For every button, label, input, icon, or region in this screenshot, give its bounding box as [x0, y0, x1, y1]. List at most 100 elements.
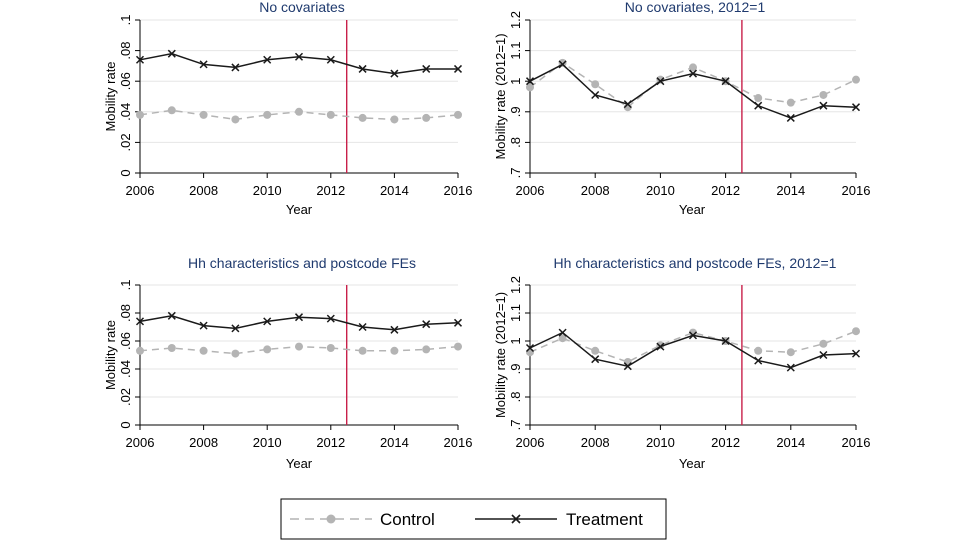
- data-point-treatment: [721, 336, 730, 346]
- x-tick-label: 2014: [380, 183, 409, 198]
- data-point-treatment: [326, 55, 335, 64]
- y-tick-label: .7: [508, 168, 523, 179]
- data-point-treatment: [358, 322, 367, 332]
- chart-panel-2: No covariates, 2012=1 .7 .8 .9 1 1.1 1.2 2006 20…: [493, 0, 870, 217]
- y-axis-label: Mobility rate: [103, 61, 118, 131]
- x-tick-label: 2008: [581, 435, 610, 450]
- data-point-treatment: [623, 100, 632, 109]
- x-tick-label: 2010: [646, 435, 675, 450]
- series-line-treatment: [529, 331, 857, 369]
- data-point-treatment: [819, 350, 828, 360]
- data-point-control: [754, 94, 763, 103]
- y-tick-label: .04: [118, 103, 133, 121]
- data-point-control: [689, 63, 697, 72]
- data-point-control: [591, 346, 600, 355]
- data-point-control: [454, 110, 462, 119]
- data-point-control: [263, 110, 272, 119]
- y-tick-label: 0: [118, 421, 133, 428]
- x-tick-label: 2010: [253, 183, 282, 198]
- data-point-control: [136, 110, 144, 119]
- x-tick-label: 2010: [646, 183, 675, 198]
- data-point-control: [231, 115, 240, 124]
- data-point-control: [422, 345, 431, 354]
- x-tick-label: 2016: [842, 435, 871, 450]
- data-point-treatment: [786, 363, 795, 372]
- data-point-treatment: [294, 52, 304, 61]
- y-tick-label: 1.2: [508, 276, 523, 294]
- x-tick-label: 2016: [444, 435, 473, 450]
- data-point-treatment: [263, 55, 272, 64]
- legend-control-label: Control: [380, 510, 435, 529]
- x-tick-label: 2006: [126, 183, 155, 198]
- data-point-treatment: [326, 314, 335, 323]
- x-tick-label: 2014: [776, 183, 805, 198]
- data-point-control: [295, 107, 303, 116]
- data-point-treatment: [558, 60, 567, 69]
- y-tick-label: 1.2: [508, 11, 523, 29]
- data-point-control: [591, 80, 600, 89]
- data-point-control: [656, 75, 665, 84]
- data-point-treatment: [656, 77, 665, 86]
- chart-panel-1: No covariates 0 .02 .04 .06 .08 .1 2006 2008 2010…: [103, 0, 472, 217]
- data-point-control: [167, 344, 176, 352]
- y-tick-label: .8: [508, 137, 523, 148]
- data-point-treatment: [422, 64, 431, 73]
- x-tick-label: 2006: [516, 183, 545, 198]
- x-tick-label: 2008: [189, 435, 218, 450]
- data-point-control: [422, 113, 431, 122]
- y-tick-label: .9: [508, 106, 523, 117]
- data-point-control: [358, 113, 367, 122]
- series-line-control: [529, 330, 857, 363]
- data-point-treatment: [525, 77, 535, 86]
- legend-treatment-label: Treatment: [566, 510, 643, 529]
- y-tick-label: 0: [118, 169, 133, 176]
- x-tick-label: 2016: [444, 183, 473, 198]
- data-point-treatment: [167, 49, 176, 58]
- data-point-treatment: [135, 55, 145, 64]
- x-tick-label: 2012: [316, 183, 345, 198]
- legend-control-marker: [326, 514, 336, 524]
- data-point-control: [526, 83, 534, 92]
- data-point-control: [199, 110, 208, 119]
- y-tick-label: 1.1: [508, 42, 523, 60]
- data-point-control: [852, 327, 860, 336]
- data-point-control: [199, 346, 208, 355]
- data-point-treatment: [294, 313, 304, 322]
- data-point-treatment: [688, 69, 698, 78]
- x-axis-label: Year: [286, 456, 313, 471]
- data-point-control: [326, 110, 335, 119]
- legend-item-control: Control: [290, 510, 435, 529]
- charts-container: No covariates 0 .02 .04 .06 .08 .1 2006 2008 2010…: [103, 0, 870, 471]
- data-point-control: [358, 346, 367, 355]
- legend-treatment-marker: [511, 514, 521, 524]
- data-point-control: [786, 348, 795, 357]
- y-tick-label: .04: [118, 360, 133, 378]
- data-point-control: [689, 328, 697, 337]
- y-tick-label: .7: [508, 420, 523, 431]
- data-point-control: [526, 348, 534, 357]
- data-point-treatment: [199, 60, 208, 69]
- y-tick-label: .06: [118, 332, 133, 350]
- y-tick-label: .1: [118, 280, 133, 291]
- legend-item-treatment: Treatment: [475, 510, 643, 529]
- y-tick-label: 1.1: [508, 304, 523, 322]
- y-tick-label: .08: [118, 304, 133, 322]
- data-point-control: [326, 344, 335, 352]
- data-point-treatment: [688, 331, 698, 340]
- data-point-control: [390, 346, 399, 355]
- chart-title: Hh characteristics and postcode FEs: [188, 255, 416, 271]
- y-tick-label: 1: [508, 78, 523, 85]
- chart-title: No covariates: [259, 0, 345, 15]
- data-point-treatment: [231, 324, 240, 333]
- x-axis-label: Year: [679, 456, 706, 471]
- y-axis-label: Mobility rate (2012=1): [493, 292, 508, 418]
- data-point-treatment: [721, 77, 730, 86]
- x-tick-label: 2006: [516, 435, 545, 450]
- y-axis-label: Mobility rate: [103, 320, 118, 390]
- data-point-control: [786, 98, 795, 107]
- data-point-treatment: [358, 64, 367, 73]
- chart-title: No covariates, 2012=1: [625, 0, 766, 15]
- chart-panel-3: Hh characteristics and postcode FEs 0 .02.…: [103, 255, 472, 471]
- y-tick-label: 1: [508, 337, 523, 344]
- x-axis-label: Year: [679, 202, 706, 217]
